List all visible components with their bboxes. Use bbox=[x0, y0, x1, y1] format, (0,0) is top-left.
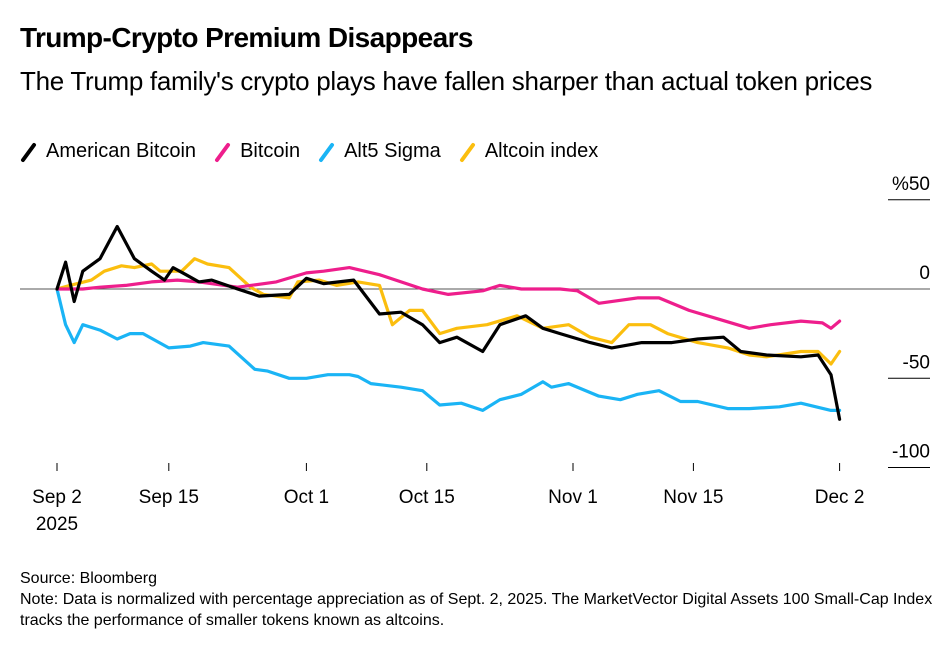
series-line bbox=[55, 287, 842, 412]
legend-item-bitcoin: Bitcoin bbox=[214, 140, 300, 163]
legend-swatch-line bbox=[21, 142, 36, 162]
y-tick-label: -100 bbox=[892, 442, 930, 463]
chart-title: Trump-Crypto Premium Disappears bbox=[20, 22, 473, 53]
legend-label: Bitcoin bbox=[240, 140, 301, 162]
legend: American Bitcoin Bitcoin Alt5 Sigma Altc… bbox=[20, 140, 616, 163]
y-axis: %50 0 -50 -100 bbox=[888, 174, 930, 468]
source-note: Source: Bloomberg bbox=[20, 570, 157, 587]
series-line bbox=[55, 257, 842, 366]
series-american-bitcoin bbox=[55, 224, 842, 421]
y-tick-label: -50 bbox=[903, 352, 930, 373]
series-bitcoin bbox=[55, 266, 842, 330]
slash-icon bbox=[319, 142, 335, 162]
footer: Source: Bloomberg Note: Data is normaliz… bbox=[20, 568, 940, 631]
legend-swatch-line bbox=[319, 142, 335, 162]
methodology-note: Note: Data is normalized with percentage… bbox=[20, 591, 933, 629]
x-axis: Sep 2 2025 Sep 15 Oct 1 Oct 15 Nov 1 Nov 15 Dec… bbox=[32, 463, 864, 535]
series-alt5-sigma bbox=[55, 287, 842, 412]
x-tick-label: Nov 15 bbox=[663, 487, 723, 508]
x-tick-label: Nov 1 bbox=[548, 487, 598, 508]
chart-subtitle: The Trump family's crypto plays have fal… bbox=[20, 66, 873, 96]
x-tick-label: Oct 1 bbox=[284, 487, 329, 508]
slash-icon bbox=[21, 142, 36, 162]
series-layer bbox=[55, 224, 842, 421]
y-tick-label: 0 bbox=[919, 263, 930, 284]
slash-icon bbox=[459, 142, 475, 162]
legend-swatch-line bbox=[459, 142, 475, 162]
x-tick-label: Dec 2 bbox=[815, 487, 865, 508]
legend-item-american-bitcoin: American Bitcoin bbox=[20, 140, 196, 163]
line-chart: %50 0 -50 -100 Sep 2 2025 Sep 15 Oct 1 Oct 15 No… bbox=[20, 174, 930, 535]
legend-label: American Bitcoin bbox=[46, 140, 197, 162]
legend-label: Alt5 Sigma bbox=[344, 140, 441, 162]
legend-item-altcoin-index: Altcoin index bbox=[459, 140, 598, 163]
series-line bbox=[55, 266, 842, 330]
x-tick-label: Oct 15 bbox=[399, 487, 455, 508]
legend-label: Altcoin index bbox=[484, 140, 599, 162]
legend-swatch-line bbox=[215, 142, 231, 162]
series-line bbox=[55, 224, 842, 421]
x-tick-label: Sep 15 bbox=[139, 487, 199, 508]
x-tick-sublabel: 2025 bbox=[36, 514, 78, 535]
legend-item-alt5-sigma: Alt5 Sigma bbox=[318, 140, 441, 163]
x-tick-label: Sep 2 bbox=[32, 487, 82, 508]
slash-icon bbox=[215, 142, 231, 162]
y-tick-label: %50 bbox=[892, 174, 930, 195]
series-altcoin-index bbox=[55, 257, 842, 366]
